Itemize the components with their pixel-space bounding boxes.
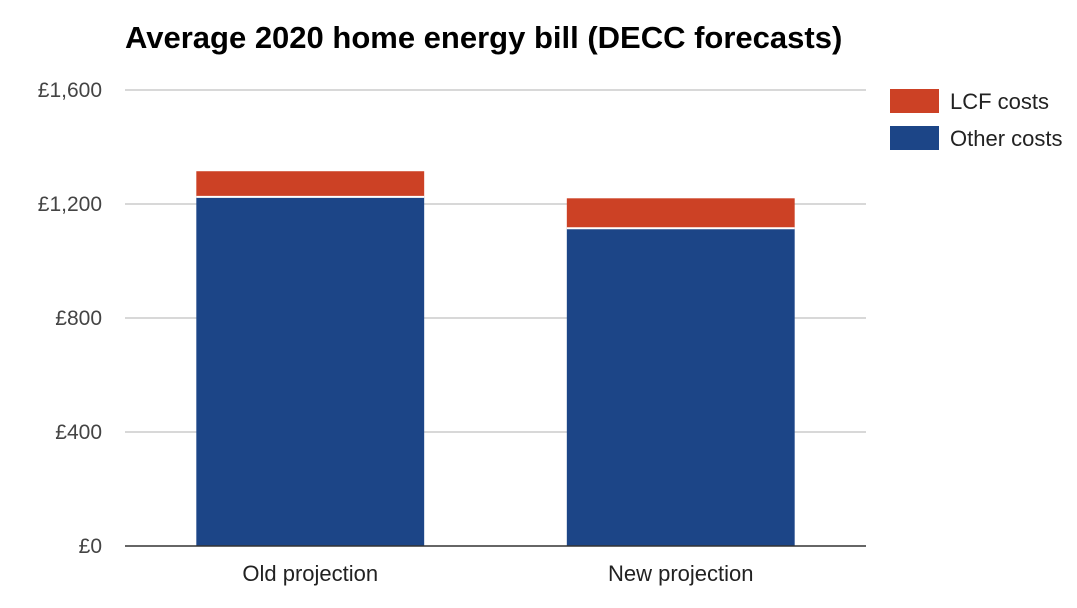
bars <box>196 171 795 546</box>
y-tick-label: £400 <box>55 421 102 444</box>
y-axis-ticks: £0 £400 £800 £1,200 £1,600 <box>38 79 102 558</box>
legend-swatch <box>890 89 939 113</box>
bar-lcf-costs <box>196 171 425 197</box>
legend: LCF costs Other costs <box>890 89 1062 151</box>
x-category-label: New projection <box>608 561 754 586</box>
x-axis-categories: Old projection New projection <box>242 561 753 586</box>
legend-label: Other costs <box>950 126 1062 151</box>
legend-swatch <box>890 126 939 150</box>
bar-lcf-costs <box>566 198 795 229</box>
bar-other-costs <box>566 228 795 546</box>
chart-title: Average 2020 home energy bill (DECC fore… <box>125 20 842 55</box>
bar-other-costs <box>196 196 425 546</box>
y-tick-label: £800 <box>55 307 102 330</box>
legend-label: LCF costs <box>950 89 1049 114</box>
y-tick-label: £0 <box>79 535 102 558</box>
y-tick-label: £1,600 <box>38 79 102 102</box>
x-category-label: Old projection <box>242 561 378 586</box>
y-tick-label: £1,200 <box>38 193 102 216</box>
